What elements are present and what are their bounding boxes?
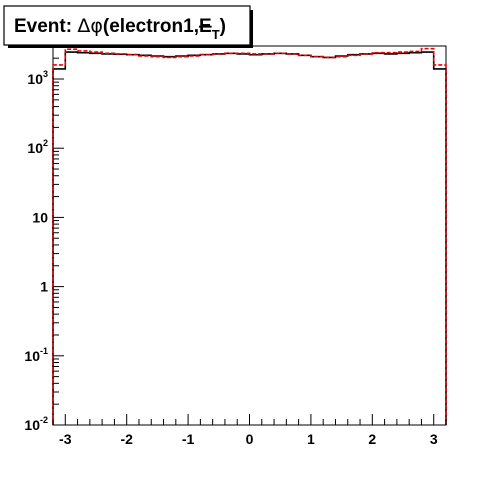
title-delta: Δ <box>77 15 90 37</box>
title-met-subscript: T <box>212 27 220 42</box>
title-box: Event: Δφ(electron1,ET) <box>3 5 253 48</box>
y-tick-label: 102 <box>27 138 48 156</box>
x-tick-label: 3 <box>430 431 438 447</box>
title-frame <box>3 5 251 46</box>
chart-title: Event: Δφ(electron1,ET) <box>14 15 226 42</box>
title-shadow-right <box>250 10 253 48</box>
title-phi: φ <box>90 15 103 37</box>
histogram-series-0 <box>52 51 447 425</box>
histogram-series-1 <box>52 47 447 425</box>
x-tick-label: 0 <box>246 431 254 447</box>
x-tick-label: -3 <box>59 431 72 447</box>
x-tick-label: -2 <box>120 431 133 447</box>
x-tick-label: 2 <box>368 431 376 447</box>
title-paren-open: (electron1, <box>103 16 199 37</box>
x-axis: -3 -2 -1 0 1 2 3 <box>52 414 447 447</box>
y-tick-label: 10-1 <box>24 346 48 364</box>
y-tick-label: 10 <box>32 209 48 225</box>
title-paren-close: ) <box>220 16 226 37</box>
y-tick-label: 1 <box>40 279 48 295</box>
plot-frame <box>52 45 447 426</box>
y-tick-label: 10-2 <box>24 415 48 433</box>
y-tick-label: 103 <box>27 69 48 87</box>
x-tick-label: 1 <box>307 431 315 447</box>
series-layer <box>52 47 447 425</box>
title-met-symbol: E <box>199 16 212 37</box>
x-tick-label: -1 <box>182 431 195 447</box>
title-prefix: Event: <box>14 16 77 37</box>
